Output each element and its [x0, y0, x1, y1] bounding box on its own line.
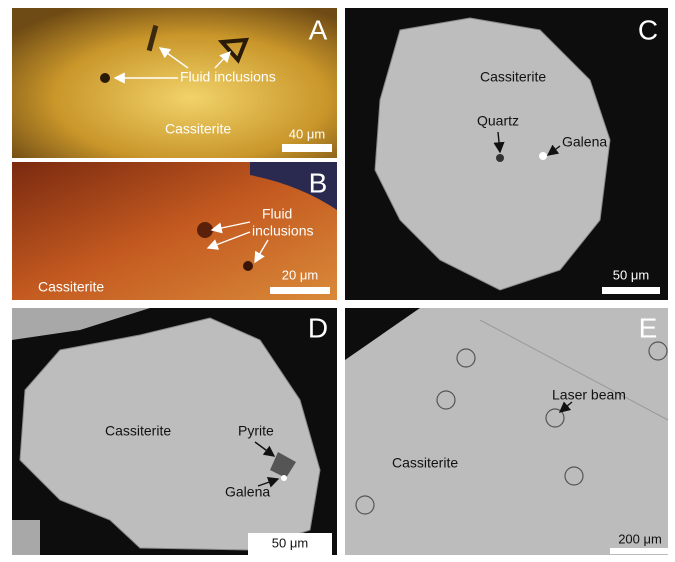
galena — [539, 152, 547, 160]
scale-bar-label: 40 μm — [289, 126, 325, 141]
label: Cassiterite — [480, 69, 546, 85]
label: Cassiterite — [165, 121, 231, 137]
panel-letter: A — [309, 14, 328, 45]
panel-c: C Cassiterite Quartz Galena 50 μm — [345, 8, 668, 300]
panel-letter: C — [638, 14, 658, 45]
page: {"panels": [ {"letter": "A", "labels": [… — [0, 0, 675, 562]
quartz — [496, 154, 504, 162]
label: Pyrite — [238, 423, 274, 439]
label: Galena — [225, 484, 270, 500]
panel-d: D Cassiterite Pyrite Galena 50 μm — [12, 308, 337, 555]
scale-bar-label: 20 μm — [282, 267, 318, 282]
label: Fluid inclusions — [180, 69, 276, 85]
figure: A Fluid inclusions Cassiterite 40 μm B F… — [0, 0, 675, 562]
panel-b: B Fluid inclusions Cassiterite 20 μm — [12, 162, 337, 300]
label: Galena — [562, 134, 607, 150]
scale-bar — [602, 287, 660, 294]
label: Laser beam — [552, 387, 626, 403]
label: Fluid — [262, 206, 292, 222]
grain — [12, 520, 40, 555]
panel-letter: E — [639, 312, 658, 343]
label: Cassiterite — [105, 423, 171, 439]
micrograph — [345, 308, 668, 555]
scale-bar — [270, 287, 330, 294]
label: inclusions — [252, 223, 313, 239]
label: Cassiterite — [392, 455, 458, 471]
scale-bar-label: 50 μm — [613, 267, 649, 282]
inclusion — [243, 261, 253, 271]
panel-letter: B — [309, 167, 328, 198]
label: Cassiterite — [38, 279, 104, 295]
scale-bar — [282, 144, 332, 152]
label: Quartz — [477, 113, 519, 129]
panel-e: E Laser beam Cassiterite 200 μm — [345, 308, 668, 555]
panel-a: A Fluid inclusions Cassiterite 40 μm — [12, 8, 337, 158]
inclusion — [100, 73, 110, 83]
panel-letter: D — [308, 312, 328, 343]
scale-bar-label: 50 μm — [272, 535, 308, 550]
inclusion — [197, 222, 213, 238]
galena — [281, 475, 287, 481]
scale-bar — [610, 548, 668, 554]
scale-bar-label: 200 μm — [618, 531, 662, 546]
